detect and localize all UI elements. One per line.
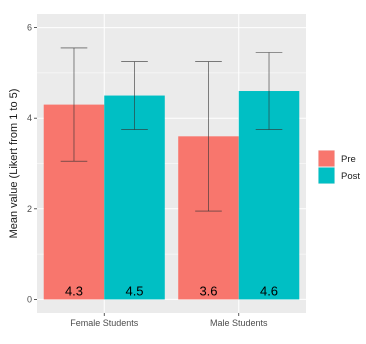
y-tick-label: 6 <box>27 23 32 33</box>
x-tick-label: Male Students <box>210 318 268 328</box>
x-tick-label: Female Students <box>70 318 139 328</box>
axes: 0 2 4 6 Female Students Male Students <box>27 23 268 328</box>
bars <box>43 91 300 300</box>
error-bars <box>60 47 283 212</box>
bar-value-labels: 4.3 4.5 3.6 4.6 <box>65 283 278 298</box>
bar-value-label: 4.6 <box>260 283 278 298</box>
legend-swatch-pre <box>318 150 335 167</box>
bar-value-label: 3.6 <box>199 283 217 298</box>
y-tick-label: 0 <box>27 294 32 304</box>
bar-value-label: 4.5 <box>125 283 143 298</box>
y-tick-label: 4 <box>27 113 32 123</box>
legend-swatch-post <box>318 167 335 184</box>
y-axis-title: Mean value (Likert from 1 to 5) <box>8 89 20 239</box>
legend-label-pre: Pre <box>341 154 356 165</box>
legend: Pre Post <box>318 150 360 184</box>
bar-value-label: 4.3 <box>65 283 83 298</box>
legend-label-post: Post <box>341 171 360 182</box>
y-tick-label: 2 <box>27 204 32 214</box>
